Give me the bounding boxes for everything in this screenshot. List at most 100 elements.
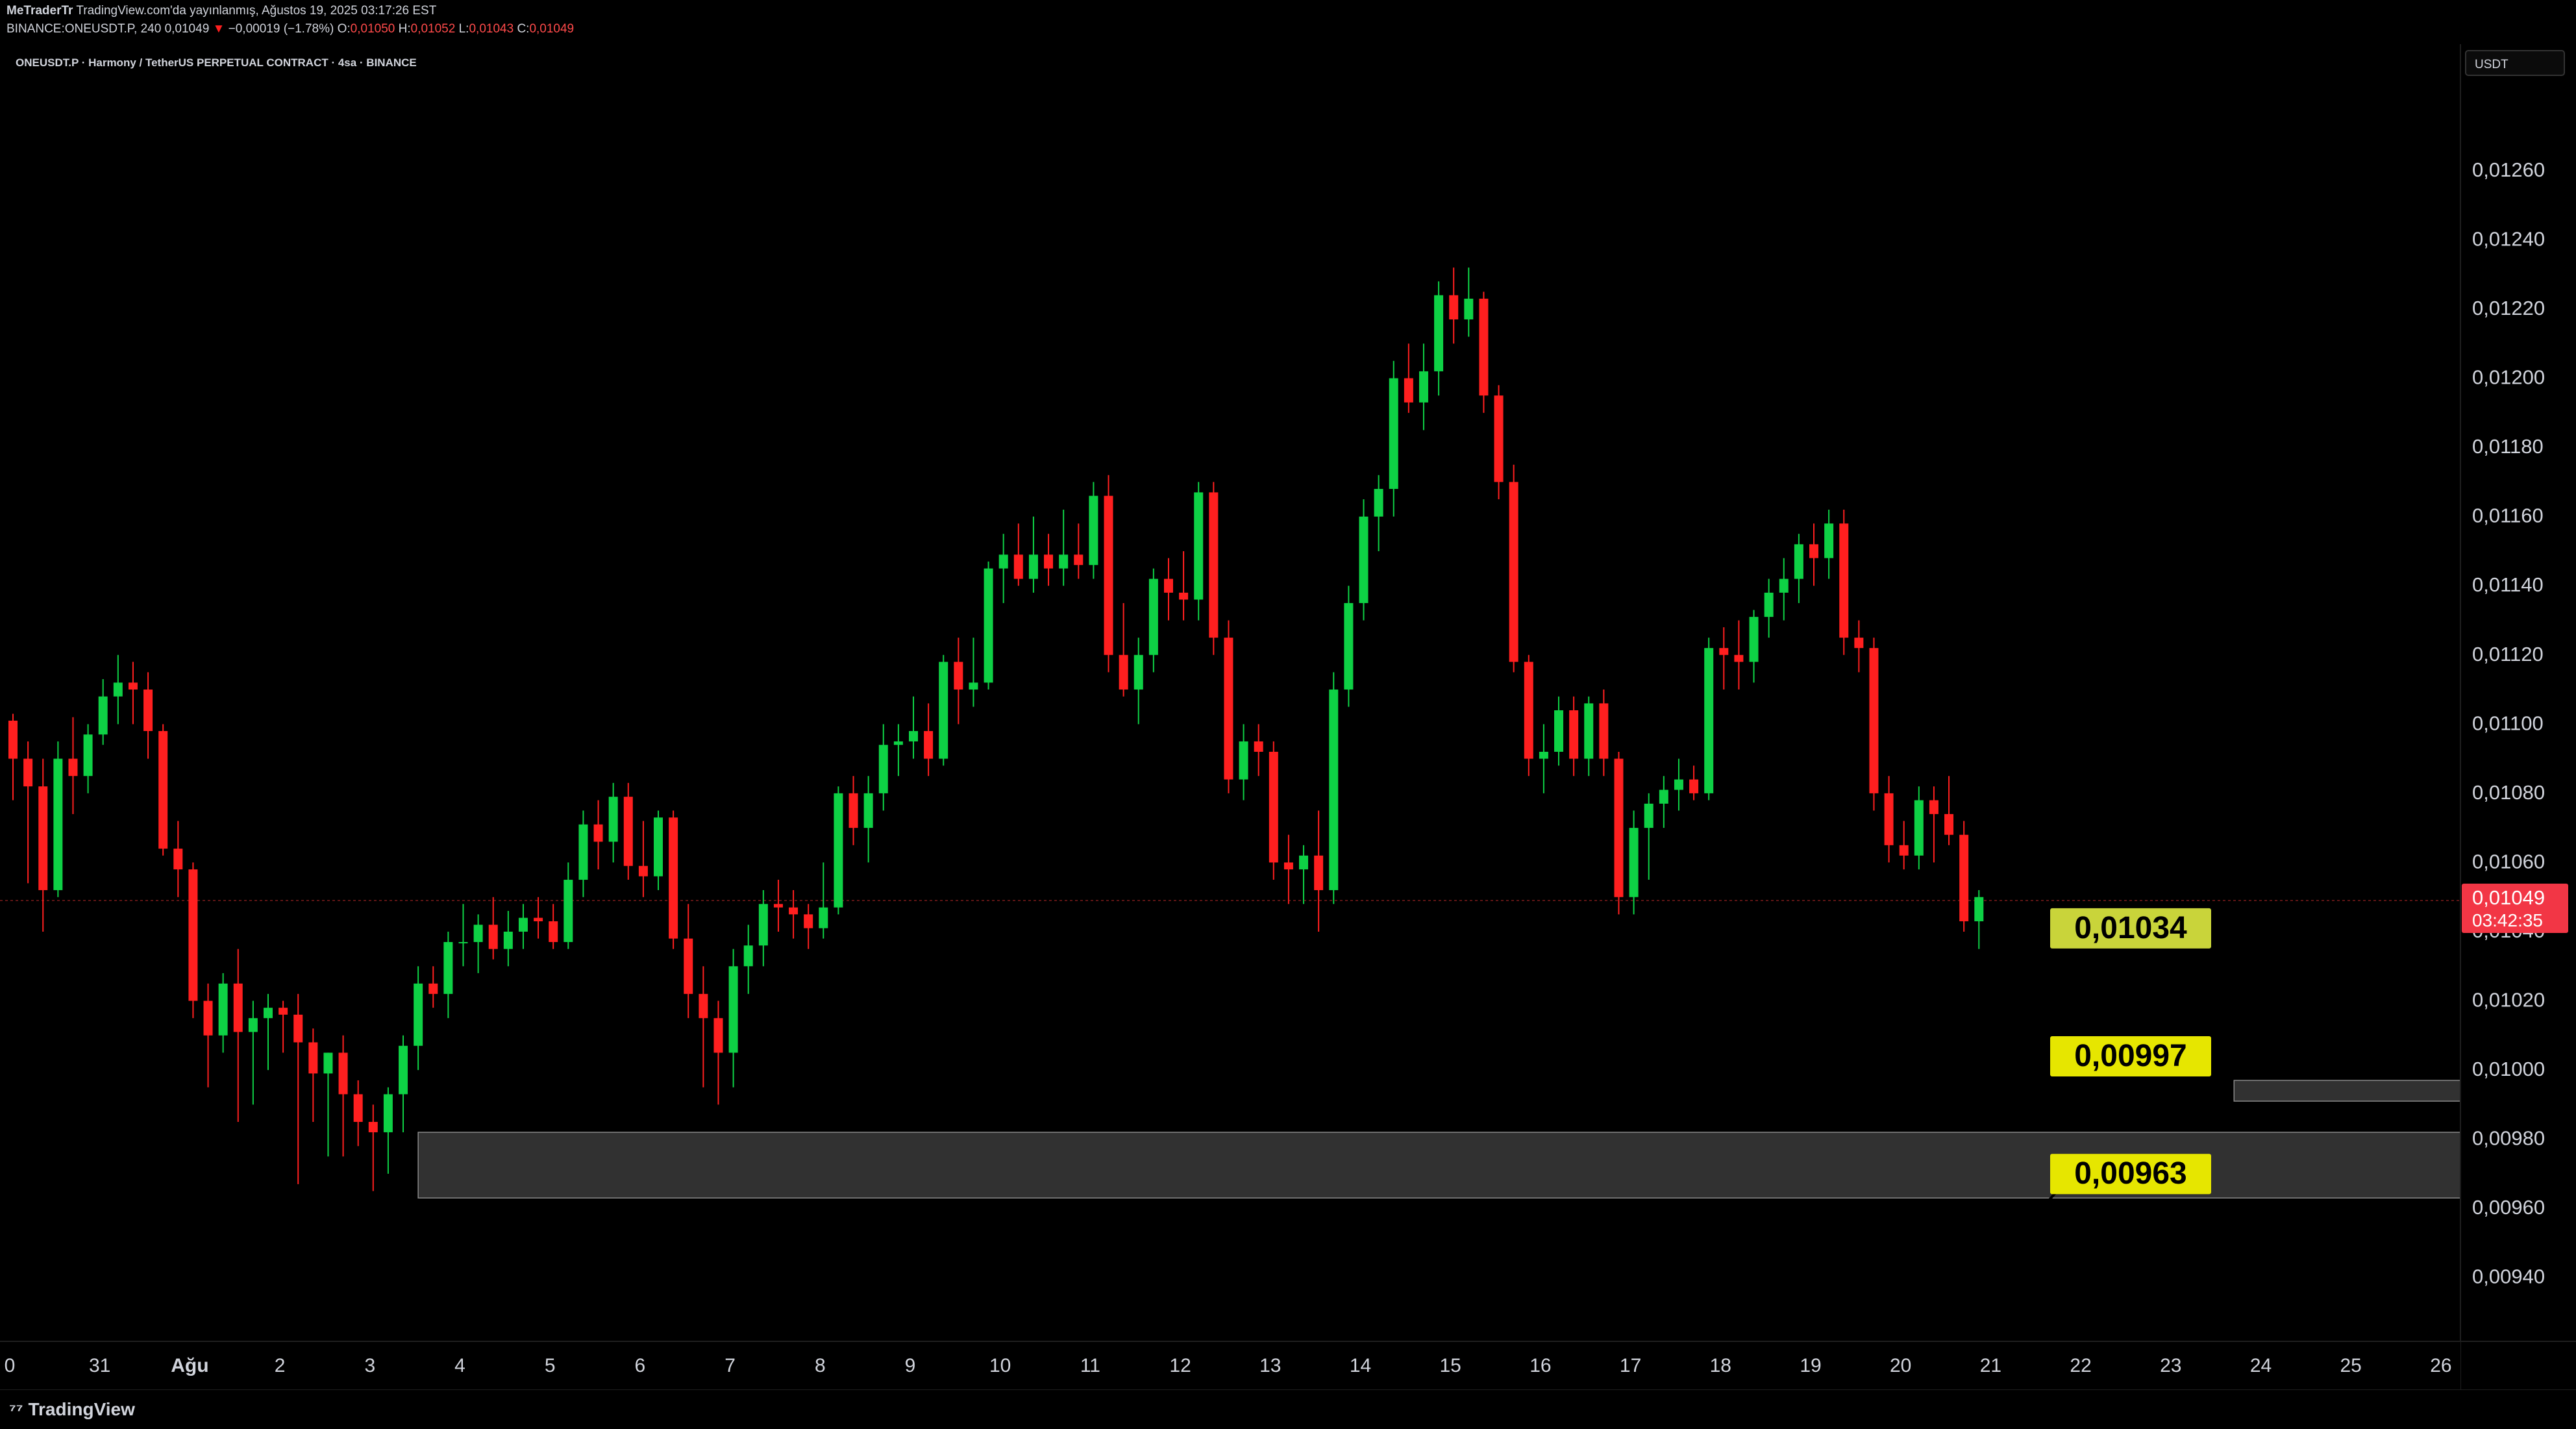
candle-body[interactable]	[608, 797, 618, 842]
candle-body[interactable]	[1584, 703, 1594, 759]
candle-body[interactable]	[1809, 544, 1818, 558]
publisher-name[interactable]: MeTraderTr	[6, 4, 73, 18]
price-chart[interactable]: ONEUSDT.P · Harmony / TetherUS PERPETUAL…	[0, 44, 2576, 1389]
candle-body[interactable]	[564, 880, 573, 942]
candle-body[interactable]	[1659, 789, 1668, 804]
candle-body[interactable]	[1359, 516, 1368, 603]
candle-body[interactable]	[1133, 654, 1143, 690]
support-zone-2[interactable]	[417, 1132, 2576, 1199]
candle-body[interactable]	[984, 568, 993, 683]
price-label-box[interactable]	[2050, 1154, 2211, 1195]
candle-body[interactable]	[1599, 703, 1609, 759]
candle-body[interactable]	[848, 793, 858, 828]
candle-body[interactable]	[534, 917, 543, 921]
candle-body[interactable]	[593, 824, 603, 842]
candle-body[interactable]	[518, 917, 528, 932]
candle-body[interactable]	[1824, 523, 1834, 558]
candle-body[interactable]	[1959, 834, 1969, 921]
candle-body[interactable]	[1644, 803, 1653, 828]
candle-body[interactable]	[1779, 578, 1789, 593]
candle-body[interactable]	[1163, 578, 1173, 593]
candle-body[interactable]	[203, 1000, 213, 1036]
candle-body[interactable]	[834, 793, 843, 908]
candle-body[interactable]	[654, 817, 663, 876]
candle-body[interactable]	[1629, 828, 1639, 897]
candle-body[interactable]	[323, 1052, 333, 1074]
candle-body[interactable]	[1749, 617, 1759, 662]
price-label-box[interactable]	[2050, 1036, 2211, 1077]
candle-body[interactable]	[1509, 482, 1518, 662]
candle-body[interactable]	[1899, 845, 1909, 856]
candle-body[interactable]	[414, 983, 423, 1046]
candle-body[interactable]	[669, 817, 678, 939]
candle-body[interactable]	[1194, 492, 1204, 600]
candle-body[interactable]	[308, 1042, 318, 1074]
candle-body[interactable]	[233, 983, 243, 1032]
candle-body[interactable]	[1013, 554, 1023, 579]
candle-body[interactable]	[1239, 741, 1248, 780]
candle-body[interactable]	[789, 907, 799, 915]
candle-body[interactable]	[1614, 758, 1624, 897]
candle-body[interactable]	[1884, 793, 1894, 845]
candle-body[interactable]	[1944, 814, 1954, 835]
price-label-box[interactable]	[2050, 908, 2211, 949]
candle-body[interactable]	[1283, 862, 1293, 870]
candle-body[interactable]	[1704, 648, 1714, 793]
candle-body[interactable]	[1344, 603, 1354, 690]
candle-body[interactable]	[338, 1052, 348, 1095]
candle-body[interactable]	[113, 682, 123, 697]
candle-body[interactable]	[248, 1018, 258, 1032]
candle-body[interactable]	[1254, 741, 1263, 752]
candle-body[interactable]	[1299, 855, 1309, 870]
candle-body[interactable]	[8, 720, 18, 759]
candle-body[interactable]	[1524, 662, 1533, 759]
candle-body[interactable]	[863, 793, 873, 828]
candle-body[interactable]	[1418, 371, 1428, 403]
candle-body[interactable]	[1209, 492, 1219, 638]
candle-body[interactable]	[1089, 495, 1098, 565]
candle-body[interactable]	[1494, 395, 1504, 482]
candle-body[interactable]	[743, 945, 753, 967]
candle-body[interactable]	[383, 1094, 393, 1132]
candle-body[interactable]	[909, 730, 918, 741]
candle-body[interactable]	[1974, 897, 1984, 921]
candle-body[interactable]	[1119, 654, 1128, 690]
candle-body[interactable]	[98, 696, 108, 735]
candle-body[interactable]	[578, 824, 588, 880]
candle-body[interactable]	[713, 1018, 723, 1053]
candle-body[interactable]	[549, 921, 558, 942]
chart-area[interactable]: ONEUSDT.P · Harmony / TetherUS PERPETUAL…	[0, 44, 2576, 1389]
candle-body[interactable]	[804, 914, 813, 928]
candle-body[interactable]	[488, 925, 498, 949]
candle-body[interactable]	[1854, 638, 1864, 649]
candle-body[interactable]	[684, 938, 693, 994]
candle-body[interactable]	[68, 758, 78, 777]
candle-body[interactable]	[1449, 295, 1459, 319]
candle-body[interactable]	[1764, 592, 1774, 617]
candle-body[interactable]	[893, 741, 903, 745]
candle-body[interactable]	[1479, 299, 1489, 396]
candle-body[interactable]	[1539, 751, 1548, 759]
candle-body[interactable]	[1434, 295, 1444, 371]
candle-body[interactable]	[1464, 299, 1474, 319]
candle-body[interactable]	[473, 925, 483, 942]
candle-body[interactable]	[458, 941, 468, 943]
candle-body[interactable]	[399, 1045, 408, 1095]
candle-body[interactable]	[998, 554, 1008, 569]
candle-body[interactable]	[279, 1008, 288, 1015]
candle-body[interactable]	[1554, 710, 1564, 752]
candle-body[interactable]	[128, 682, 138, 690]
candle-body[interactable]	[878, 745, 888, 793]
candle-body[interactable]	[38, 786, 48, 891]
candle-body[interactable]	[263, 1008, 273, 1019]
candle-body[interactable]	[1059, 554, 1069, 569]
candle-body[interactable]	[1674, 779, 1683, 790]
candle-body[interactable]	[368, 1121, 378, 1132]
candle-body[interactable]	[218, 983, 228, 1036]
candle-body[interactable]	[83, 734, 93, 777]
candle-body[interactable]	[1689, 779, 1699, 793]
candle-body[interactable]	[503, 931, 513, 949]
candle-body[interactable]	[699, 993, 708, 1019]
candle-body[interactable]	[143, 690, 153, 731]
candle-body[interactable]	[623, 797, 633, 866]
